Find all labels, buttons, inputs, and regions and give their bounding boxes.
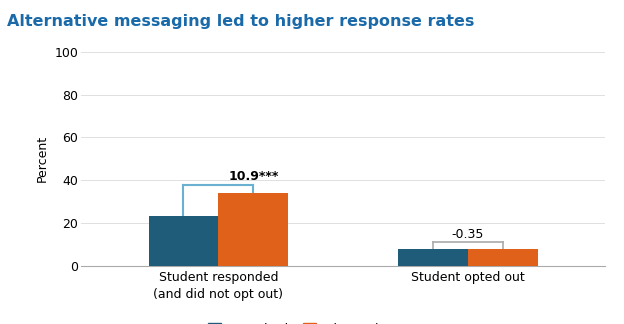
Bar	[149, 216, 218, 266]
Text: 10.9***: 10.9***	[228, 170, 279, 183]
Text: Alternative messaging led to higher response rates: Alternative messaging led to higher resp…	[7, 14, 475, 29]
Bar	[468, 249, 538, 266]
Bar	[398, 249, 468, 266]
Bar	[218, 193, 288, 266]
Y-axis label: Percent: Percent	[36, 135, 49, 182]
Text: -0.35: -0.35	[452, 228, 484, 241]
Legend: Standard, Alternative: Standard, Alternative	[203, 318, 399, 324]
